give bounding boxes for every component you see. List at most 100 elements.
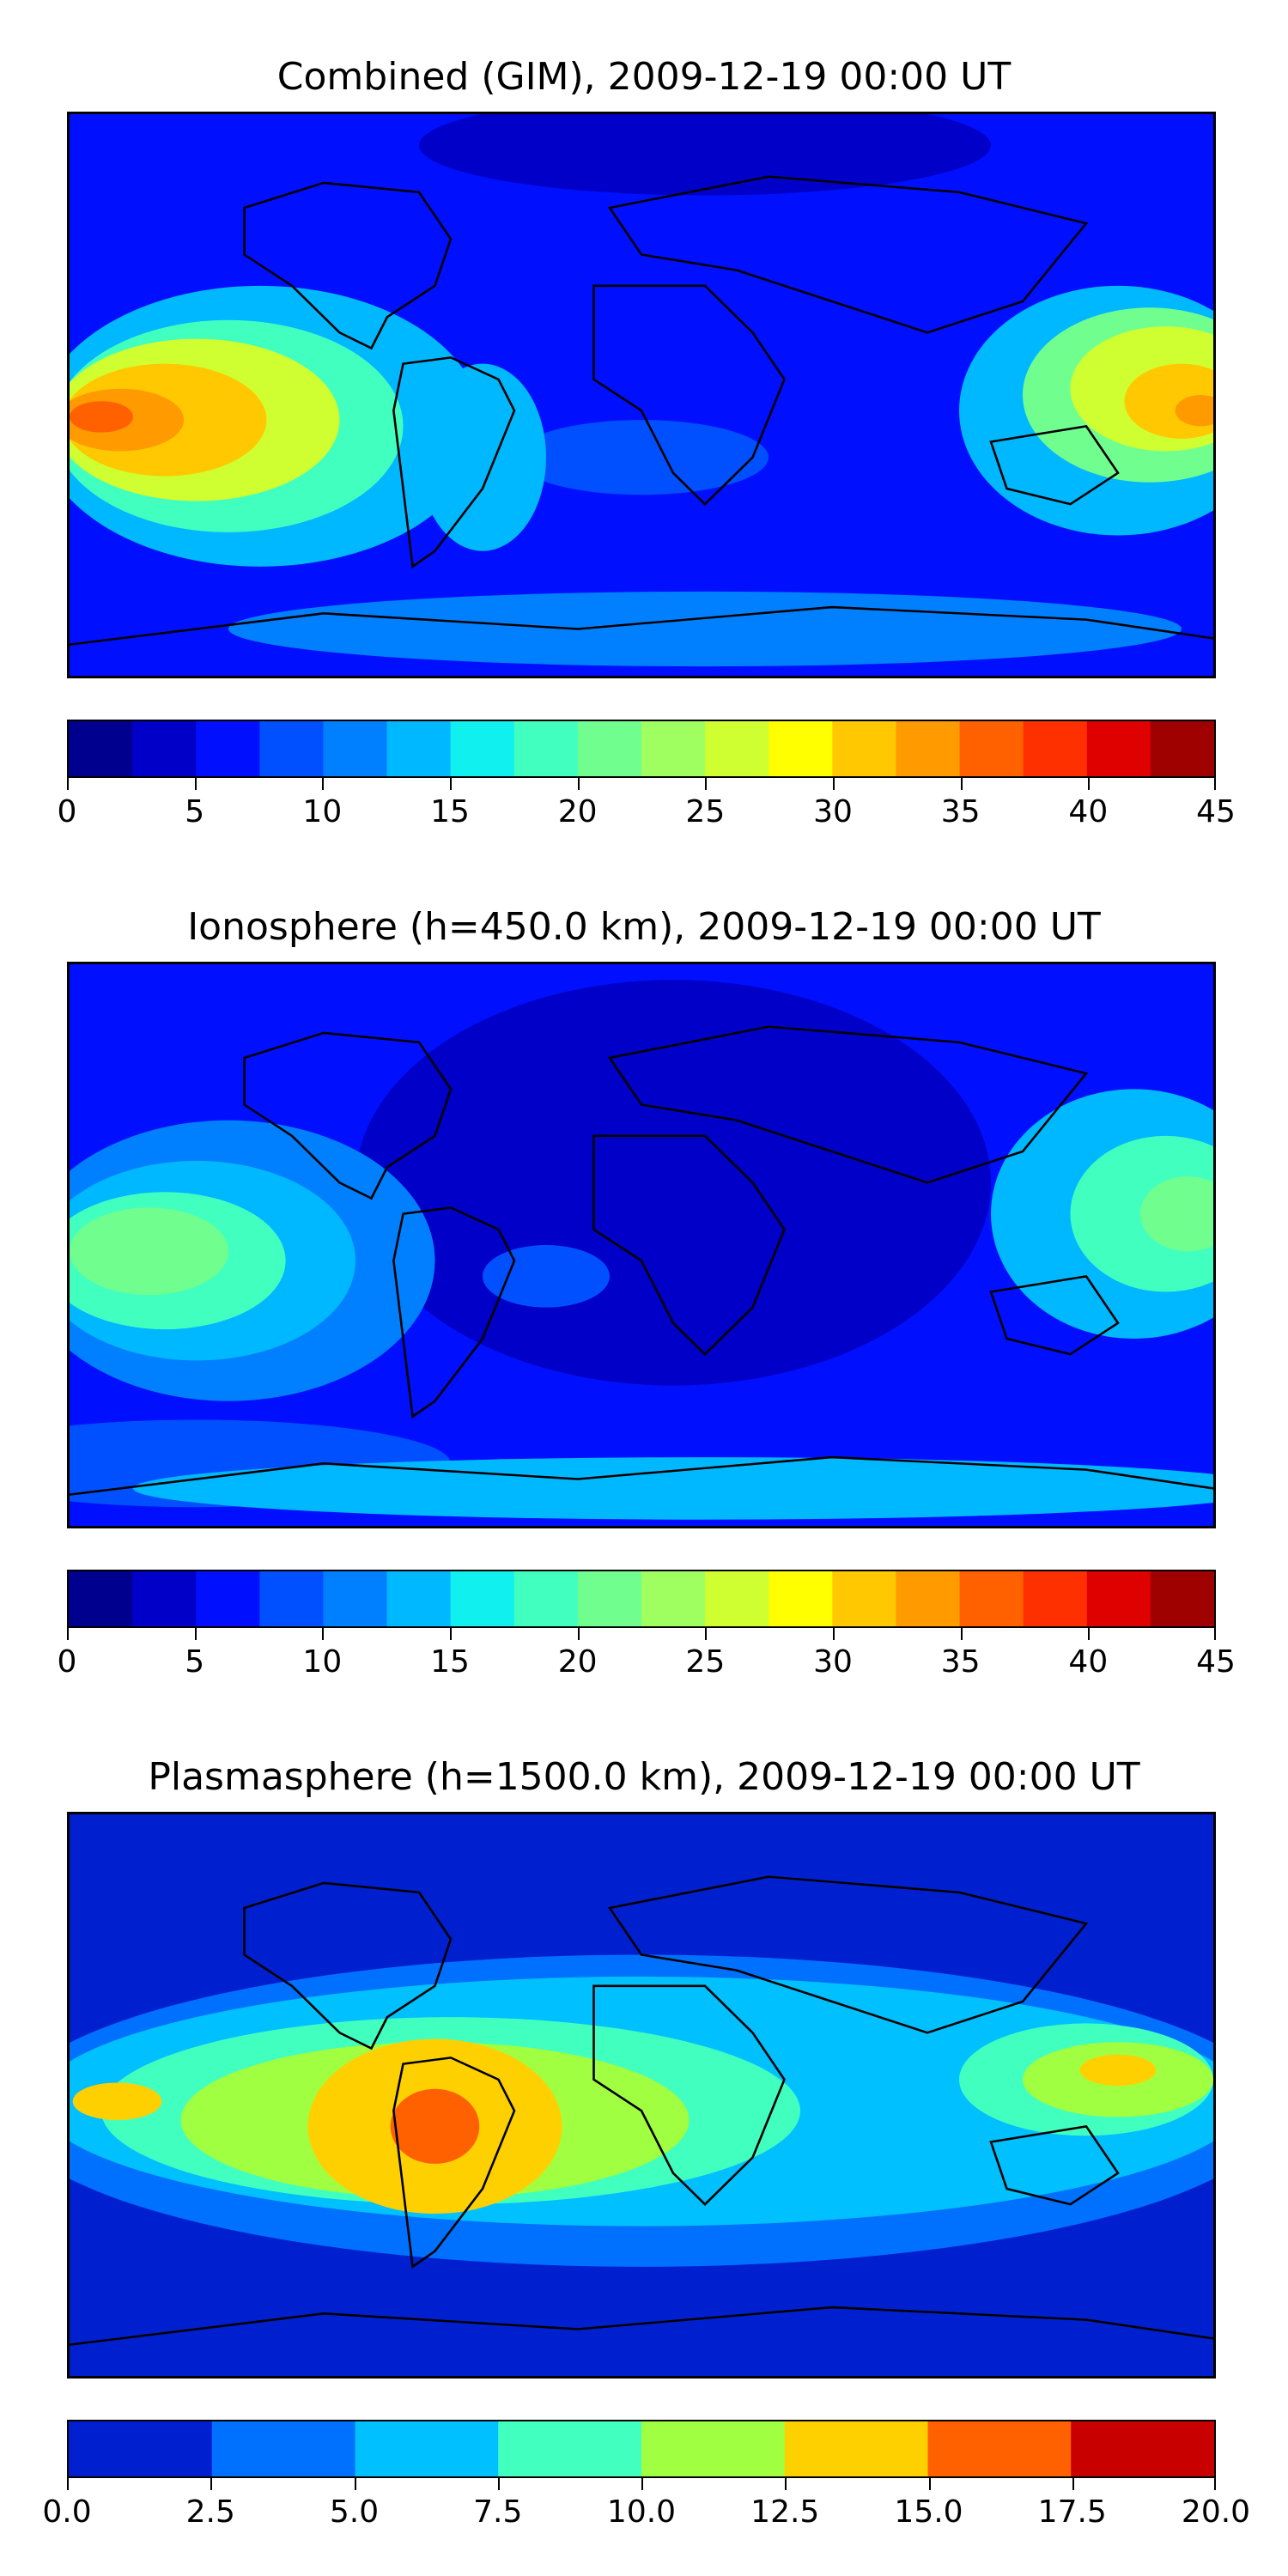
colorbar-swatch: [498, 2421, 642, 2476]
colorbar-tick-label: 35: [940, 794, 981, 829]
colorbar-tick: [960, 1628, 963, 1640]
colorbar-swatch: [1150, 1571, 1214, 1626]
colorbar-swatch: [896, 1571, 961, 1626]
colorbar-tick: [641, 2478, 643, 2490]
colorbar-tick-label: 15: [430, 1644, 470, 1680]
colorbar-swatch: [1023, 721, 1088, 776]
colorbar-swatch: [641, 721, 706, 776]
colorbar-swatch: [927, 2421, 1072, 2476]
colorbar-tick: [67, 2478, 69, 2490]
panel-combined: Combined (GIM), 2009-12-19 00:00 UT: [0, 0, 1288, 841]
colorbar-tick: [928, 2478, 931, 2490]
colorbar-tick-label: 40: [1068, 794, 1109, 829]
colorbar-tick-label: 0: [57, 794, 77, 829]
map-plasmasphere: [67, 1812, 1216, 2379]
colorbar-swatch: [69, 721, 133, 776]
colorbar-swatch: [450, 721, 515, 776]
colorbar-tick-label: 35: [940, 1644, 981, 1680]
colorbar-swatch: [705, 721, 769, 776]
colorbar-ticks: 0 5 10 15 20 25 30 35 40 45: [58, 1628, 1236, 1680]
colorbar-swatch: [959, 721, 1024, 776]
colorbar-tick-label: 5: [185, 1644, 205, 1680]
colorbar-tick-label: 25: [685, 794, 726, 829]
colorbar-tick-label: 5.0: [329, 2494, 380, 2530]
colorbar-tick: [354, 2478, 356, 2490]
colorbar-swatch: [577, 1571, 642, 1626]
colorbar-swatch: [259, 1571, 325, 1626]
colorbar-tick-label: 2.5: [185, 2494, 235, 2530]
colorbar-swatch: [1086, 1571, 1151, 1626]
colorbar-tick-label: 20: [557, 1644, 598, 1680]
panel-ionosphere: Ionosphere (h=450.0 km), 2009-12-19 00:0…: [0, 850, 1288, 1692]
colorbar-tick: [705, 778, 708, 790]
colorbar-swatch: [705, 1571, 769, 1626]
colorbar-tick: [67, 778, 69, 790]
colorbar-swatch: [832, 1571, 897, 1626]
colorbar-tick-label: 15.0: [894, 2494, 963, 2530]
colorbar-swatch: [769, 1571, 834, 1626]
colorbar-swatch: [386, 721, 452, 776]
colorbar-swatch: [513, 1571, 579, 1626]
colorbar-swatch: [832, 721, 897, 776]
colorbar-swatch: [211, 2421, 356, 2476]
colorbar-swatches: [69, 721, 1214, 776]
map-svg: [70, 1814, 1213, 2376]
colorbar-tick-label: 7.5: [473, 2494, 523, 2530]
colorbar-tick: [1214, 1628, 1216, 1640]
colorbar-tick: [577, 778, 580, 790]
colorbar-tick: [1072, 2478, 1074, 2490]
colorbar-ticks: 0 5 10 15 20 25 30 35 40 45: [58, 778, 1236, 829]
colorbar-tick: [450, 778, 452, 790]
colorbar-swatch: [1086, 721, 1151, 776]
colorbar-swatch: [769, 721, 834, 776]
colorbar-swatch: [69, 2421, 213, 2476]
colorbar-swatch: [1023, 1571, 1088, 1626]
panel-title: Ionosphere (h=450.0 km), 2009-12-19 00:0…: [187, 905, 1101, 949]
colorbar-tick-label: 30: [813, 1644, 853, 1680]
colorbar-tick-label: 45: [1196, 1644, 1236, 1680]
colorbar-swatch: [1150, 721, 1214, 776]
colorbar-tick: [833, 778, 835, 790]
contour-layer: [70, 980, 1213, 1520]
map-combined: [67, 112, 1216, 678]
panel-title: Plasmasphere (h=1500.0 km), 2009-12-19 0…: [148, 1755, 1140, 1799]
colorbar-ionosphere: [67, 1570, 1216, 1628]
map-ionosphere: [67, 962, 1216, 1528]
colorbar-tick-label: 10.0: [606, 2494, 677, 2530]
colorbar-tick: [1088, 778, 1091, 790]
colorbar-swatch: [896, 721, 961, 776]
colorbar-swatch: [959, 1571, 1024, 1626]
colorbar-tick: [67, 1628, 69, 1640]
colorbar-swatches: [69, 1571, 1214, 1626]
contour-layer: [70, 114, 1213, 667]
colorbar-swatch: [196, 721, 261, 776]
colorbar-tick-label: 0: [57, 1644, 77, 1680]
colorbar-tick: [785, 2478, 787, 2490]
colorbar-tick-label: 45: [1196, 794, 1236, 829]
colorbar-swatches: [69, 2421, 1214, 2476]
panel-plasmasphere: Plasmasphere (h=1500.0 km), 2009-12-19 0…: [0, 1700, 1288, 2567]
colorbar-tick: [1088, 1628, 1091, 1640]
colorbar-swatch: [355, 2421, 499, 2476]
coastlines: [70, 175, 1213, 646]
colorbar-tick: [833, 1628, 835, 1640]
map-svg: [70, 114, 1213, 676]
colorbar-tick: [322, 1628, 325, 1640]
coastlines: [70, 1875, 1213, 2346]
colorbar-tick-label: 12.5: [750, 2494, 820, 2530]
colorbar-tick: [194, 778, 197, 790]
colorbar-swatch: [323, 721, 388, 776]
colorbar-tick-label: 10: [302, 794, 343, 829]
colorbar-tick-label: 20.0: [1181, 2494, 1251, 2530]
colorbar-swatch: [259, 721, 325, 776]
colorbar-swatch: [450, 1571, 515, 1626]
panel-title: Combined (GIM), 2009-12-19 00:00 UT: [276, 55, 1012, 99]
colorbar-tick: [1214, 778, 1216, 790]
colorbar-tick: [577, 1628, 580, 1640]
colorbar-swatch: [577, 721, 642, 776]
colorbar-swatch: [132, 1571, 197, 1626]
colorbar-plasmasphere: [67, 2420, 1216, 2478]
colorbar-tick-label: 20: [557, 794, 598, 829]
colorbar-tick-label: 30: [813, 794, 853, 829]
colorbar-tick-label: 40: [1068, 1644, 1109, 1680]
